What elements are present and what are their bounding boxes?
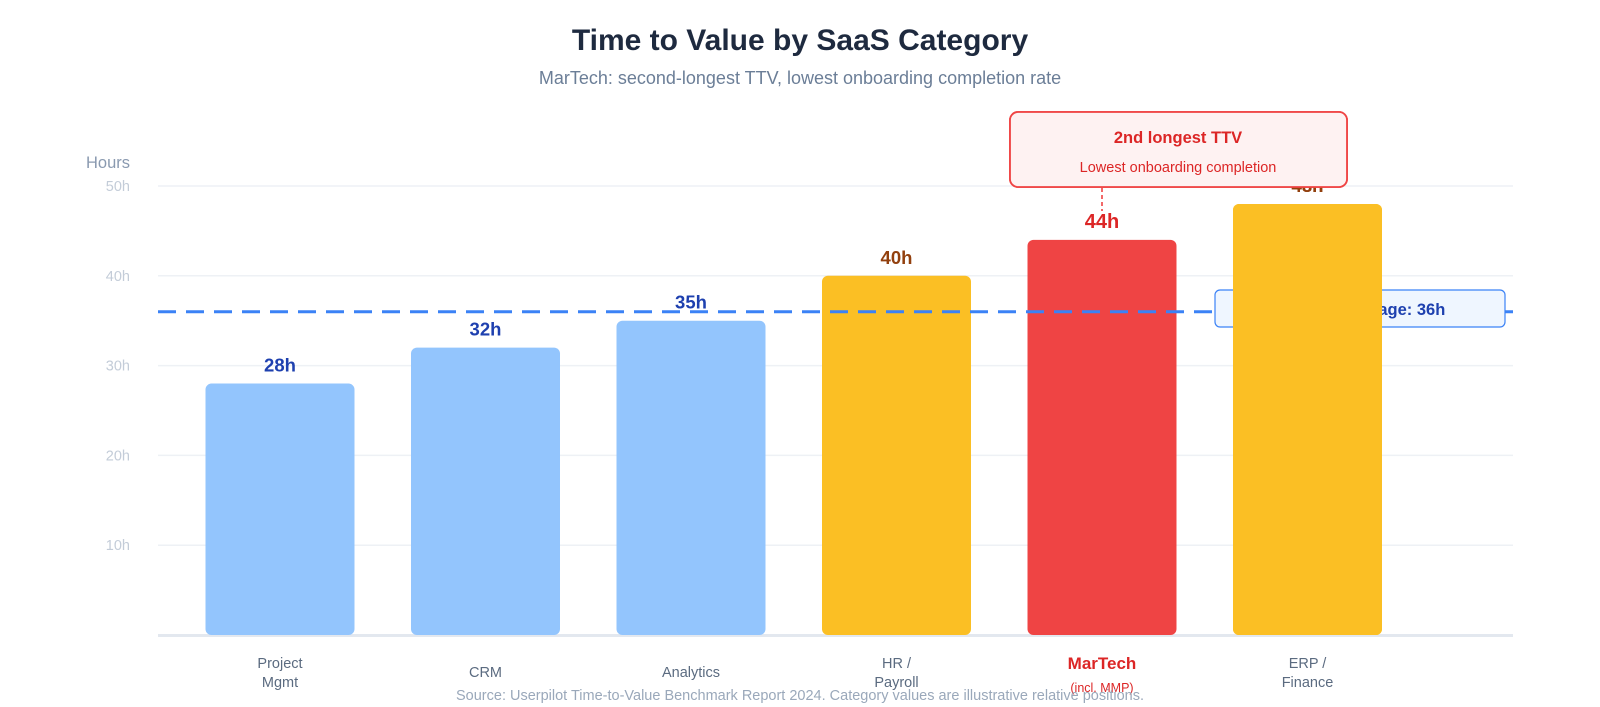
bar-value-label: 44h xyxy=(1085,211,1119,233)
x-tick-label: Payroll xyxy=(874,675,918,691)
x-tick-label: Analytics xyxy=(662,665,720,681)
bar xyxy=(1233,203,1382,635)
x-tick-label: Finance xyxy=(1282,675,1334,691)
x-tick-label: ERP / xyxy=(1289,656,1328,672)
bar-value-label: 28h xyxy=(264,355,296,376)
chart-title: Time to Value by SaaS Category xyxy=(571,24,1029,57)
y-tick-label: 10h xyxy=(106,538,130,554)
y-axis-title: Hours xyxy=(86,154,130,172)
y-tick-label: 20h xyxy=(106,448,130,464)
x-tick-label: HR / xyxy=(882,656,912,672)
x-tick-label: Mgmt xyxy=(262,675,298,691)
bar-value-label: 35h xyxy=(675,292,707,313)
bar xyxy=(1027,239,1177,635)
x-tick-label: Project xyxy=(257,656,302,672)
y-tick-label: 50h xyxy=(106,179,130,195)
x-tick-label: MarTech xyxy=(1068,654,1137,673)
callout-text-overlay: Lowest onboarding completion xyxy=(1080,160,1277,176)
bar xyxy=(411,347,560,635)
bar xyxy=(822,275,971,635)
y-tick-label: 40h xyxy=(106,269,130,285)
bar xyxy=(205,383,355,635)
bar-value-label: 40h xyxy=(881,247,913,268)
callout-box-overlay xyxy=(1009,111,1348,188)
x-tick-sublabel: (incl. MMP) xyxy=(1070,681,1133,695)
chart-subtitle: MarTech: second-longest TTV, lowest onbo… xyxy=(538,68,1062,88)
bar xyxy=(616,320,766,635)
x-tick-label: CRM xyxy=(469,665,502,681)
callout-title-overlay: 2nd longest TTV xyxy=(1114,129,1242,147)
source-note: Source: Userpilot Time-to-Value Benchmar… xyxy=(456,688,1144,704)
y-tick-label: 30h xyxy=(106,359,130,375)
bar-value-label: 32h xyxy=(470,319,502,340)
